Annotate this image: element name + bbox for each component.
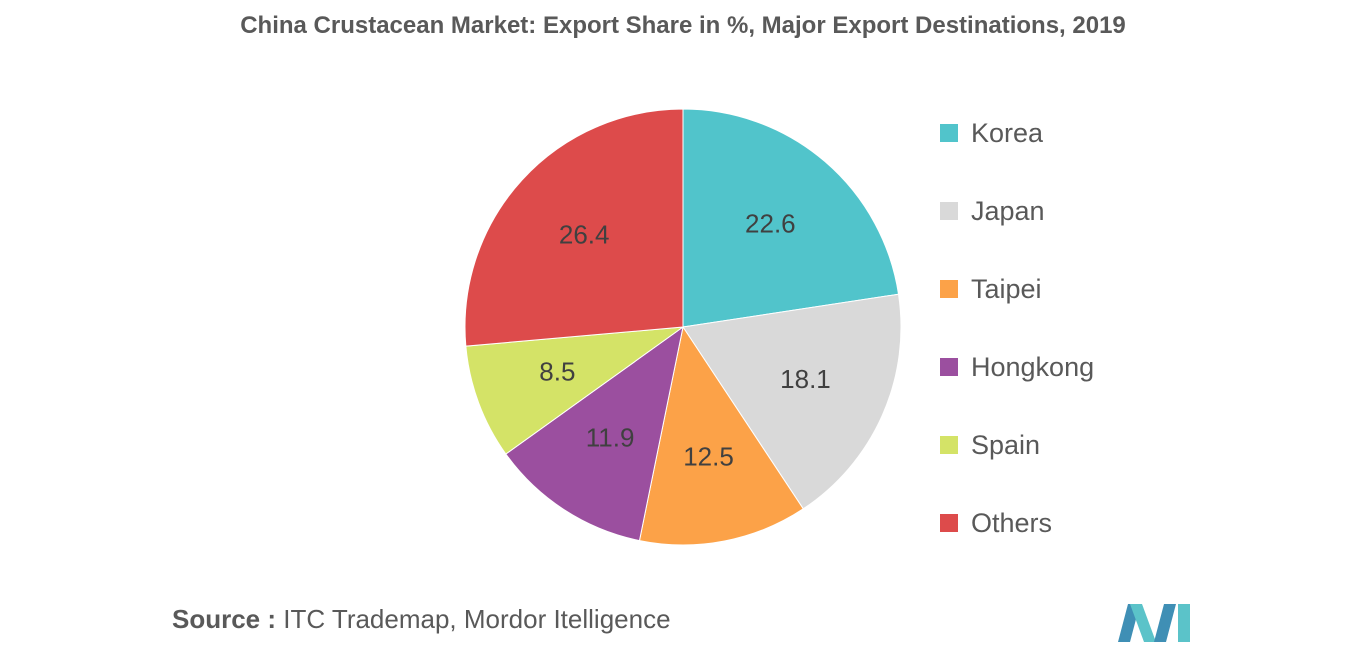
- pie-slice-taipei: [638, 325, 804, 546]
- source-label: Source :: [172, 604, 277, 634]
- pie-slice-japan: [682, 293, 902, 510]
- pie-label-taipei: 12.5: [683, 441, 734, 471]
- legend-swatch-japan: [940, 202, 958, 220]
- pie-label-spain: 8.5: [539, 356, 575, 386]
- chart-title: China Crustacean Market: Export Share in…: [240, 12, 1126, 39]
- mordor-logo-icon: [1118, 604, 1190, 642]
- pie-label-korea: 22.6: [745, 208, 796, 238]
- legend-swatch-hongkong: [940, 358, 958, 376]
- pie-slice-korea: [682, 108, 900, 328]
- legend-label-spain: Spain: [971, 430, 1041, 460]
- legend-swatch-korea: [940, 124, 958, 142]
- legend-item-spain: Spain: [940, 424, 1094, 502]
- legend-label-hongkong: Hongkong: [971, 352, 1095, 382]
- legend-label-others: Others: [971, 508, 1053, 538]
- legend-item-others: Others: [940, 502, 1094, 580]
- source-text: ITC Trademap, Mordor Itelligence: [283, 604, 671, 634]
- legend: Korea Japan Taipei Hongkong Spain Others: [940, 112, 1094, 580]
- legend-label-korea: Korea: [971, 118, 1044, 148]
- legend-swatch-spain: [940, 436, 958, 454]
- pie-label-hongkong: 11.9: [586, 422, 635, 452]
- legend-item-japan: Japan: [940, 190, 1094, 268]
- pie-slice-hongkong: [505, 325, 684, 542]
- legend-label-taipei: Taipei: [971, 274, 1042, 304]
- legend-item-taipei: Taipei: [940, 268, 1094, 346]
- pie-label-others: 26.4: [559, 219, 610, 249]
- pie-slice-spain: [465, 326, 685, 455]
- legend-item-korea: Korea: [940, 112, 1094, 190]
- pie-label-japan: 18.1: [780, 364, 831, 394]
- legend-swatch-others: [940, 514, 958, 532]
- legend-label-japan: Japan: [971, 196, 1045, 226]
- legend-swatch-taipei: [940, 280, 958, 298]
- legend-item-hongkong: Hongkong: [940, 346, 1094, 424]
- pie-slice-others: [464, 108, 684, 347]
- source-note: Source : ITC Trademap, Mordor Itelligenc…: [172, 604, 671, 635]
